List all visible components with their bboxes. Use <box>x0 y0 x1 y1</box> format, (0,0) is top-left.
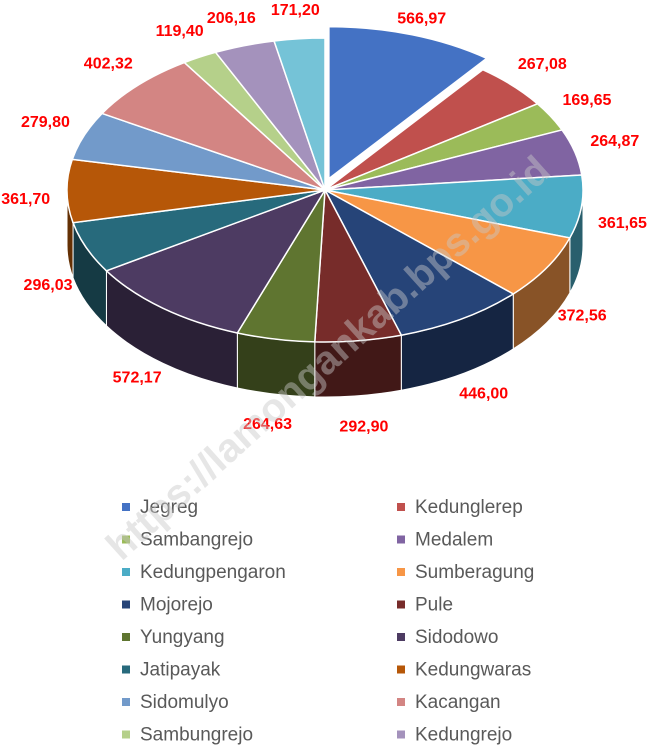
legend-label: Kedungpengaron <box>140 562 286 583</box>
legend: Jegreg Kedunglerep Sambangrejo Medalem Kedun… <box>122 497 534 746</box>
value-label: 264,87 <box>590 133 639 150</box>
legend-label: Yungyang <box>140 627 225 648</box>
pie-sides <box>66 189 584 398</box>
value-labels: 566,97 267,08 169,65 264,87 361,65 372,56 446,… <box>1 2 647 436</box>
slice <box>100 61 326 191</box>
slice <box>328 25 489 181</box>
legend-swatch <box>397 730 405 739</box>
value-label: 572,17 <box>113 369 162 386</box>
value-label: 361,70 <box>1 191 50 208</box>
legend-label: Mojorejo <box>140 595 213 616</box>
slice <box>323 188 515 337</box>
value-label: 372,56 <box>558 308 607 325</box>
value-label: 361,65 <box>598 215 647 232</box>
slice <box>105 188 327 334</box>
value-label: 296,03 <box>24 277 73 294</box>
legend-label: Sidomulyo <box>140 692 229 713</box>
legend-label: Sidodowo <box>415 627 498 648</box>
legend-swatch <box>397 568 405 576</box>
legend-swatch <box>122 665 130 674</box>
legend-label: Kedungrejo <box>415 725 512 746</box>
value-label: 566,97 <box>397 10 446 27</box>
slice <box>324 189 572 295</box>
legend-swatch <box>397 600 405 609</box>
legend-swatch <box>122 600 130 609</box>
legend-label: Medalem <box>415 530 493 551</box>
legend-swatch <box>122 633 130 641</box>
legend-label: Sumberagung <box>415 562 534 583</box>
pie-tops <box>66 25 584 343</box>
value-label: 206,16 <box>207 10 256 27</box>
legend-label: Kacangan <box>415 692 501 713</box>
value-label: 446,00 <box>459 385 508 402</box>
legend-swatch <box>122 698 130 706</box>
legend-swatch <box>397 665 405 674</box>
slice <box>273 37 326 191</box>
value-label: 292,90 <box>339 419 388 436</box>
legend-swatch <box>122 568 130 576</box>
legend-label: Sambungrejo <box>140 725 253 746</box>
legend-label: Pule <box>415 595 453 616</box>
value-label: 267,08 <box>518 56 567 73</box>
legend-swatch <box>122 535 130 544</box>
value-label: 171,20 <box>271 2 320 19</box>
legend-swatch <box>397 503 405 511</box>
value-label: 119,40 <box>156 23 204 40</box>
legend-swatch <box>397 633 405 641</box>
value-label: 279,80 <box>21 114 70 131</box>
legend-swatch <box>122 503 130 511</box>
slice <box>66 158 326 224</box>
legend-swatch <box>397 698 405 706</box>
value-label: 169,65 <box>563 92 612 109</box>
value-label: 264,63 <box>243 416 292 433</box>
legend-label: Sambangrejo <box>140 530 253 551</box>
legend-label: Jatipayak <box>140 660 221 681</box>
legend-label: Jegreg <box>140 497 198 518</box>
slice <box>324 174 584 239</box>
value-label: 402,32 <box>84 56 133 73</box>
legend-label: Kedunglerep <box>415 497 523 518</box>
legend-swatch <box>122 730 130 739</box>
legend-label: Kedungwaras <box>415 660 531 681</box>
legend-swatch <box>397 535 405 544</box>
